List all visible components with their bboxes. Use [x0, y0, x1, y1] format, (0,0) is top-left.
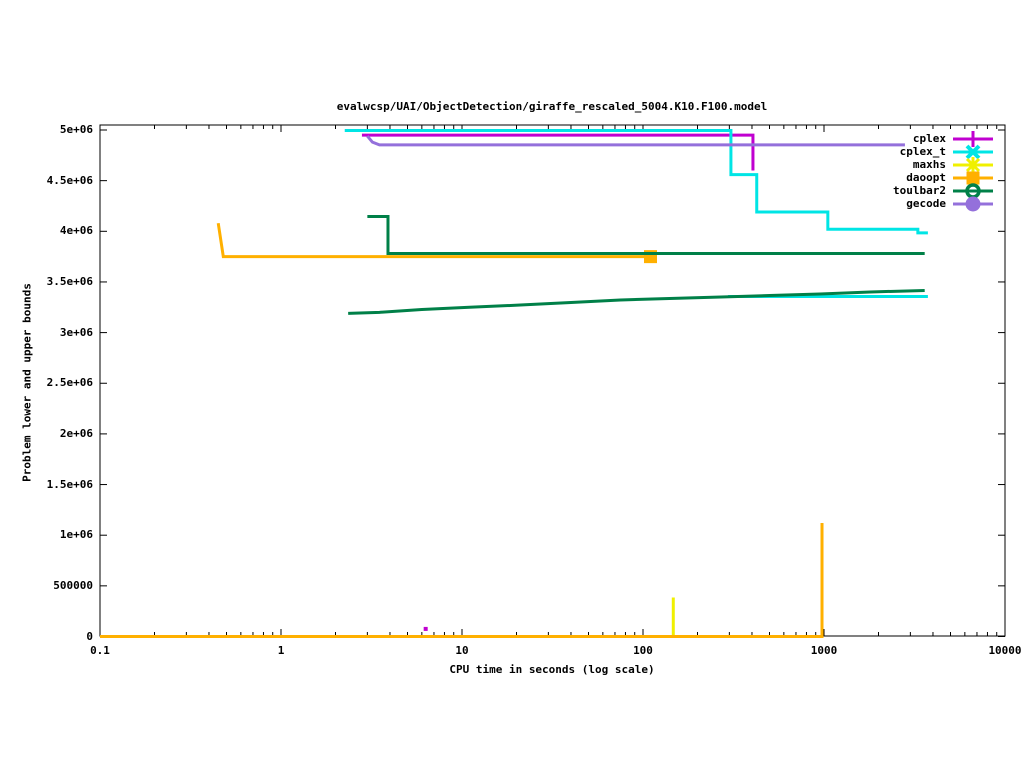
x-tick-label-1000: 1000: [810, 644, 838, 657]
gecode-legend-marker: [965, 196, 981, 212]
legend-label-gecode: gecode: [906, 197, 946, 210]
daoopt-lower-bound: [100, 523, 824, 638]
toulbar2-lower-bound: [348, 288, 925, 315]
y-tick-label-2e+06: 2e+06: [59, 426, 93, 440]
maxhs-legend-marker: [965, 157, 981, 173]
x-tick-label-10: 10: [455, 644, 469, 657]
y-tick-label-4.5e+06: 4.5e+06: [46, 173, 93, 187]
y-tick-label-500000: 500000: [53, 578, 93, 592]
y-tick-label-0: 0: [86, 629, 93, 643]
legend-label-cplex: cplex: [912, 132, 946, 145]
cplex_t-upper-bound: [344, 129, 928, 235]
x-axis-title: CPU time in seconds (log scale): [449, 663, 655, 676]
x-tick-label-1: 1: [277, 644, 285, 657]
y-tick-label-5e+06: 5e+06: [59, 123, 93, 136]
y-tick-label-3.5e+06: 3.5e+06: [46, 274, 93, 288]
y-tick-label-4e+06: 4e+06: [59, 224, 93, 238]
plot-border: [99, 124, 1006, 637]
cplex-upper-bound: [361, 133, 755, 171]
legend-label-daoopt: daoopt: [906, 171, 946, 184]
daoopt-upper-bound: [216, 222, 651, 259]
x-tick-label-10000: 10000: [988, 644, 1022, 657]
y-tick-label-3e+06: 3e+06: [59, 325, 93, 339]
y-tick-label-1.5e+06: 1.5e+06: [46, 477, 93, 491]
y-tick-label-1e+06: 1e+06: [59, 528, 93, 542]
x-tick-label-100: 100: [633, 644, 653, 657]
daoopt-legend-marker: [966, 171, 980, 185]
legend-label-maxhs: maxhs: [912, 158, 946, 171]
maxhs-lower-bound: [100, 597, 675, 638]
x-tick-label-0.1: 0.1: [90, 644, 110, 657]
toulbar2-upper-bound: [367, 215, 925, 255]
chart-title: evalwcsp/UAI/ObjectDetection/giraffe_res…: [336, 100, 768, 113]
cplex_t-legend-marker: [965, 144, 981, 160]
cplex-lower-bound-marker: [423, 626, 428, 631]
legend-label-toulbar2: toulbar2: [893, 184, 946, 197]
y-tick-label-2.5e+06: 2.5e+06: [46, 376, 93, 390]
cplex-legend-marker: [965, 131, 981, 147]
gecode-upper-bound: [366, 135, 905, 147]
legend-label-cplex_t: cplex_t: [899, 145, 946, 158]
